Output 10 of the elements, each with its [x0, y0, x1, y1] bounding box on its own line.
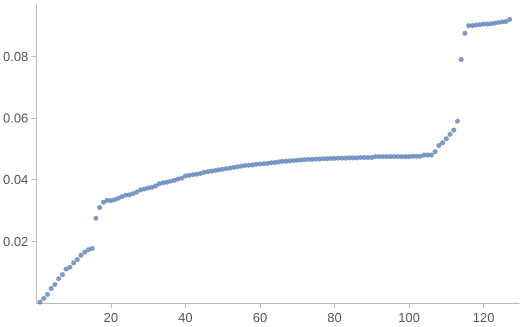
x-tick-label: 100 [398, 310, 420, 325]
y-tick-label: 0.06 [2, 110, 28, 126]
x-tick-label: 60 [252, 310, 268, 325]
y-tick-label: 0.02 [2, 234, 28, 249]
x-tick-label: 120 [472, 310, 494, 325]
x-tick-label: 80 [327, 310, 342, 325]
x-tick-label: 20 [104, 310, 118, 325]
x-tick-label: 40 [178, 310, 193, 325]
y-tick-label: 0.08 [2, 48, 28, 64]
y-tick-label: 0.04 [2, 172, 28, 188]
